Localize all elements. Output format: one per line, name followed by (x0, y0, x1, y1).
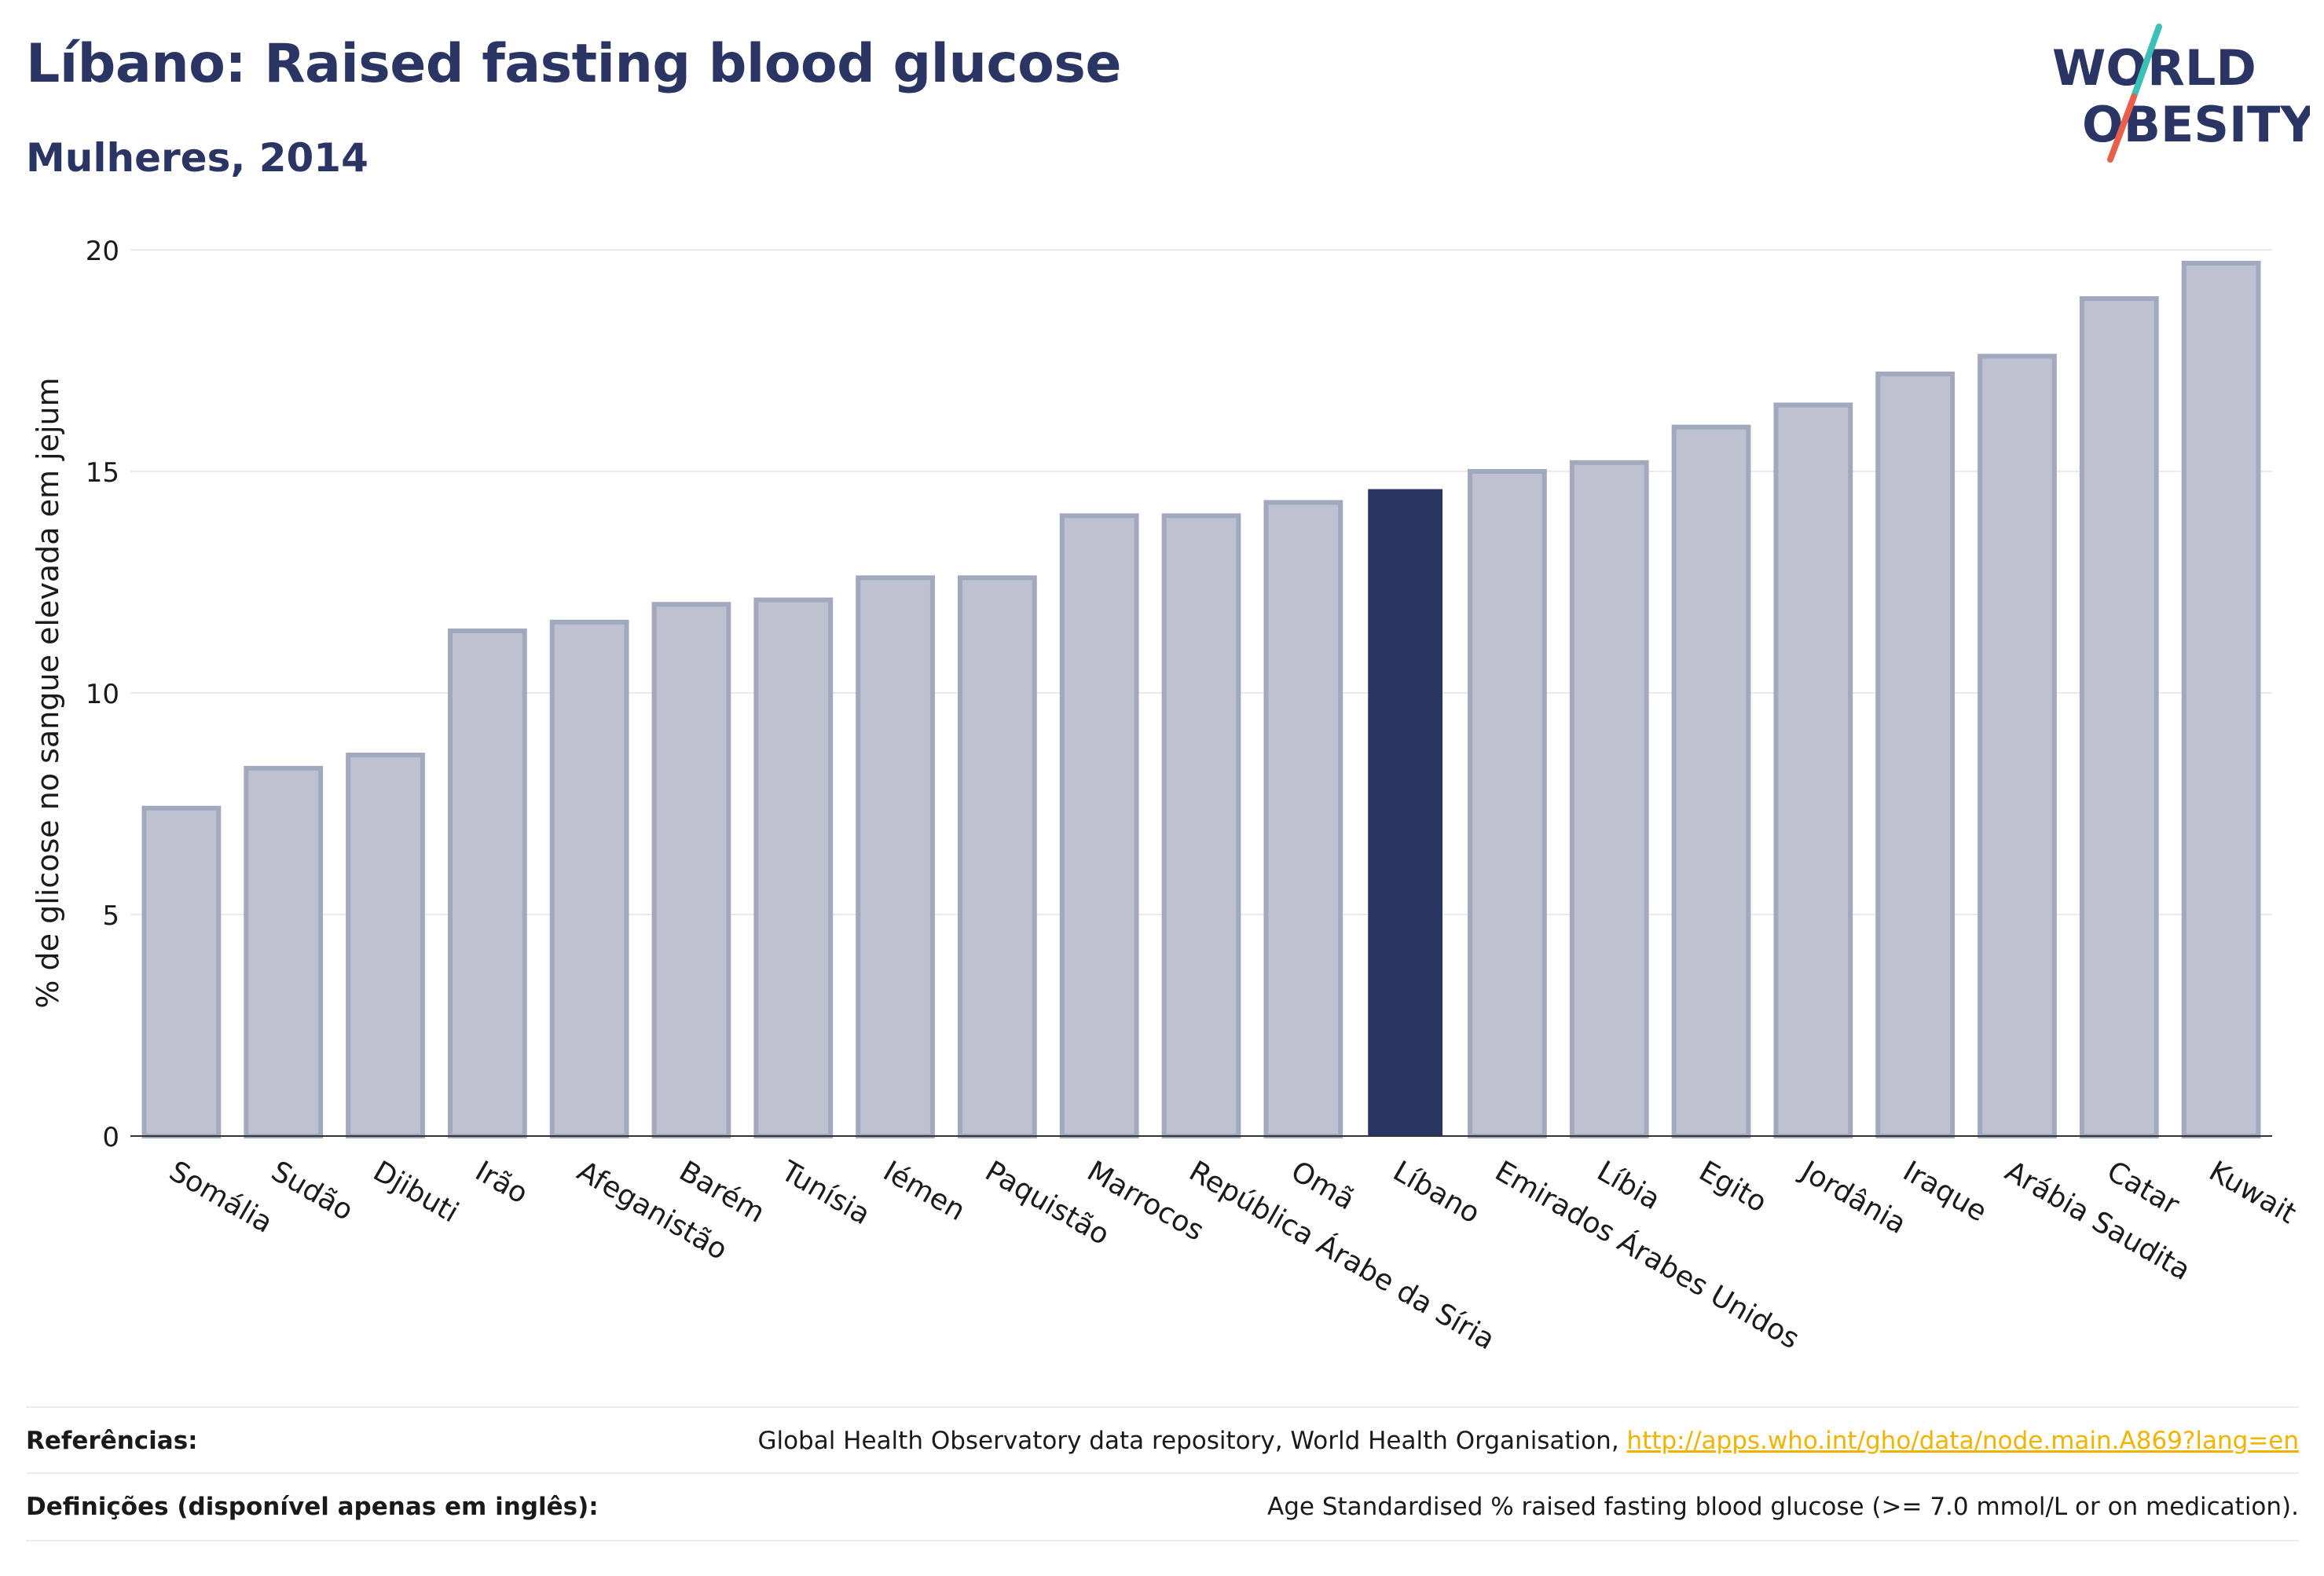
y-tick-label: 0 (102, 1122, 119, 1153)
y-tick-label: 5 (102, 900, 119, 932)
bar (958, 575, 1037, 1138)
references-link[interactable]: http://apps.who.int/gho/data/node.main.A… (1626, 1427, 2299, 1455)
page-title: Líbano: Raised fasting blood glucose (26, 33, 1122, 95)
definitions-text: Age Standardised % raised fasting blood … (1267, 1493, 2299, 1521)
references-label: Referências: (26, 1427, 198, 1455)
bar (2181, 260, 2261, 1138)
bar (1468, 469, 1547, 1138)
page-subtitle: Mulheres, 2014 (26, 135, 368, 181)
x-tick-label: Líbia (1592, 1155, 1666, 1216)
x-tick-label: Somália (163, 1155, 277, 1240)
bar (1161, 513, 1241, 1138)
bar (447, 629, 527, 1138)
references-value: Global Health Observatory data repositor… (757, 1427, 2299, 1455)
x-tick-label: Sudão (266, 1155, 358, 1227)
footer-divider (26, 1406, 2299, 1408)
bar (1263, 500, 1343, 1138)
x-tick-label: Jordânia (1794, 1154, 1912, 1241)
logo-line-2: OBESITY (2082, 96, 2310, 153)
definitions-row: Definições (disponível apenas em inglês)… (26, 1474, 2299, 1540)
bar (141, 805, 222, 1138)
references-text: Global Health Observatory data repositor… (757, 1427, 1627, 1455)
bar (856, 575, 935, 1138)
y-tick-label: 10 (86, 679, 119, 710)
bar (244, 765, 324, 1138)
footer-divider (26, 1472, 2299, 1474)
x-tick-label: Egito (1694, 1155, 1772, 1219)
x-tick-label: Arábia Saudita (2000, 1155, 2196, 1287)
footer-divider (26, 1540, 2299, 1541)
bar (753, 597, 834, 1138)
bar (1059, 513, 1139, 1138)
bar (1569, 460, 1649, 1138)
x-tick-label: Tunísia (775, 1155, 875, 1231)
bar (1773, 402, 1853, 1138)
bar (549, 619, 629, 1138)
x-tick-label: Líbano (1387, 1155, 1485, 1230)
bar (346, 752, 425, 1139)
x-tick-label: Omã (1285, 1155, 1360, 1216)
x-tick-label: Kuwait (2204, 1155, 2302, 1230)
x-tick-label: Djibuti (368, 1155, 464, 1229)
x-tick-label: Iémen (878, 1155, 970, 1227)
bar (651, 602, 731, 1138)
bar (1875, 371, 1956, 1139)
definitions-label: Definições (disponível apenas em inglês)… (26, 1493, 599, 1521)
y-tick-label: 15 (86, 457, 119, 489)
y-axis-label: % de glicose no sangue elevada em jejum (31, 377, 65, 1008)
bar (2079, 296, 2159, 1138)
bar (1671, 424, 1751, 1138)
references-row: Referências: Global Health Observatory d… (26, 1408, 2299, 1474)
x-tick-label: Iraque (1897, 1155, 1992, 1228)
bar (1978, 354, 2057, 1138)
world-obesity-logo: WORLD OBESITY (2052, 24, 2310, 163)
x-tick-label: Irão (470, 1155, 533, 1210)
bar (1368, 489, 1442, 1136)
y-tick-label: 20 (86, 236, 119, 267)
